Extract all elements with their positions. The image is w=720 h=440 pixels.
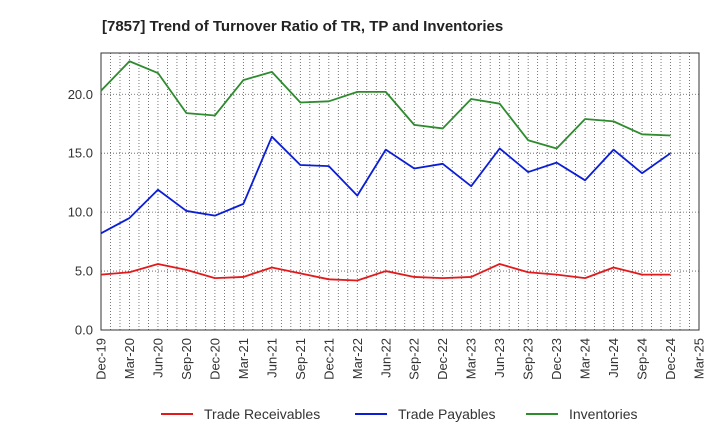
- x-tick-label: Sep-23: [521, 338, 536, 380]
- x-tick-labels: Dec-19 Mar-20 Jun-20 Sep-20 Dec-20 Mar-21 Jun-…: [94, 338, 707, 380]
- y-tick-label: 5.0: [75, 264, 93, 279]
- legend-label: Trade Payables: [398, 406, 496, 422]
- x-tick-label: Sep-24: [635, 338, 650, 380]
- x-tick-label: Mar-20: [122, 338, 137, 379]
- x-tick-label: Sep-21: [293, 338, 308, 380]
- x-tick-label: Mar-23: [464, 338, 479, 379]
- legend-label: Inventories: [569, 406, 637, 422]
- x-tick-label: Sep-22: [407, 338, 422, 380]
- x-tick-label: Dec-22: [435, 338, 450, 380]
- x-tick-label: Jun-23: [492, 338, 507, 378]
- x-tick-label: Dec-19: [94, 338, 109, 380]
- series-line-trade-payables: [100, 135, 672, 235]
- legend-label: Trade Receivables: [204, 406, 320, 422]
- legend: Trade Receivables Trade Payables Inventori…: [161, 406, 637, 422]
- x-tick-label: Dec-24: [663, 338, 678, 380]
- y-tick-label: 15.0: [68, 146, 93, 161]
- x-tick-label: Dec-23: [549, 338, 564, 380]
- series-line-trade-receivables: [100, 263, 671, 282]
- y-tick-labels: 0.0 5.0 10.0 15.0 20.0: [68, 87, 93, 338]
- x-tick-label: Mar-21: [236, 338, 251, 379]
- x-tick-label: Jun-21: [264, 338, 279, 378]
- x-tick-label: Mar-25: [692, 338, 707, 379]
- x-tick-label: Mar-24: [578, 338, 593, 379]
- chart-title: [7857] Trend of Turnover Ratio of TR, TP…: [102, 18, 503, 35]
- series-lines: [100, 60, 672, 282]
- x-tick-label: Sep-20: [179, 338, 194, 380]
- x-tick-label: Mar-22: [350, 338, 365, 379]
- series-line-inventories: [100, 60, 671, 150]
- axes: [100, 52, 700, 331]
- x-tick-label: Jun-20: [150, 338, 165, 378]
- x-tick-label: Jun-22: [378, 338, 393, 378]
- plot-frame: [100, 52, 700, 331]
- y-tick-label: 0.0: [75, 323, 93, 338]
- y-tick-label: 10.0: [68, 205, 93, 220]
- x-tick-label: Jun-24: [606, 338, 621, 378]
- x-tick-label: Dec-20: [207, 338, 222, 380]
- grid-lines: [101, 53, 699, 330]
- x-tick-label: Dec-21: [321, 338, 336, 380]
- y-tick-label: 20.0: [68, 87, 93, 102]
